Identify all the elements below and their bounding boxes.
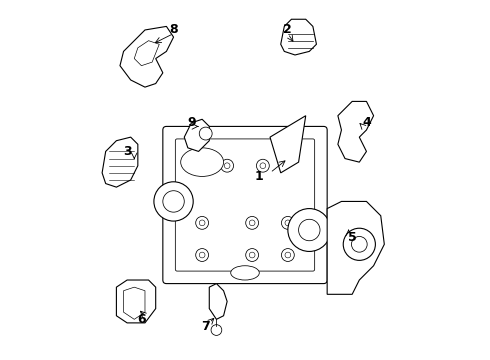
Ellipse shape	[181, 148, 223, 176]
Circle shape	[285, 220, 291, 226]
Circle shape	[288, 208, 331, 251]
Circle shape	[199, 252, 205, 258]
Text: 7: 7	[201, 320, 210, 333]
Text: 6: 6	[137, 313, 146, 326]
Text: 5: 5	[348, 231, 357, 244]
Circle shape	[154, 182, 193, 221]
Text: 2: 2	[284, 23, 292, 36]
FancyBboxPatch shape	[163, 126, 327, 284]
Ellipse shape	[231, 266, 259, 280]
Text: 1: 1	[255, 170, 264, 183]
Circle shape	[163, 191, 184, 212]
Polygon shape	[120, 26, 173, 87]
Circle shape	[351, 237, 367, 252]
Circle shape	[199, 220, 205, 226]
Text: 8: 8	[169, 23, 178, 36]
Polygon shape	[184, 119, 209, 152]
Circle shape	[249, 220, 255, 226]
Circle shape	[281, 216, 294, 229]
Polygon shape	[123, 287, 145, 319]
Polygon shape	[281, 19, 317, 55]
Circle shape	[281, 249, 294, 261]
Polygon shape	[209, 284, 227, 319]
Polygon shape	[327, 202, 384, 294]
Text: 3: 3	[123, 145, 131, 158]
Circle shape	[196, 249, 209, 261]
Circle shape	[245, 216, 259, 229]
Polygon shape	[102, 137, 138, 187]
Circle shape	[196, 216, 209, 229]
Circle shape	[298, 219, 320, 241]
Polygon shape	[134, 41, 159, 66]
Circle shape	[256, 159, 270, 172]
Polygon shape	[117, 280, 156, 323]
Circle shape	[224, 163, 230, 168]
Circle shape	[249, 252, 255, 258]
Circle shape	[199, 127, 212, 140]
Polygon shape	[270, 116, 306, 173]
Circle shape	[245, 249, 259, 261]
FancyBboxPatch shape	[175, 139, 315, 271]
Circle shape	[260, 163, 266, 168]
Polygon shape	[338, 102, 373, 162]
Circle shape	[220, 159, 234, 172]
Circle shape	[211, 325, 222, 336]
Circle shape	[343, 228, 375, 260]
Circle shape	[285, 252, 291, 258]
Text: 9: 9	[187, 116, 196, 129]
Text: 4: 4	[362, 116, 371, 129]
